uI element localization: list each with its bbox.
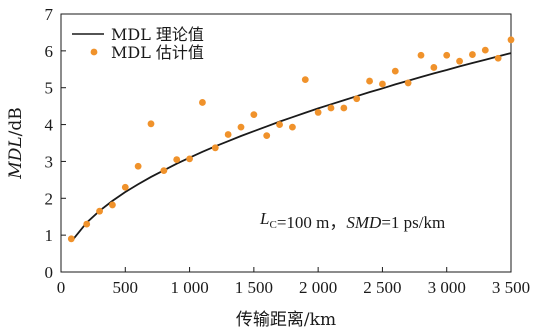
x-tick-label: 1 000 — [170, 278, 208, 297]
annotation-part: L — [259, 209, 269, 228]
estimate-point — [366, 77, 373, 85]
estimate-point — [507, 36, 515, 44]
estimate-point — [199, 99, 206, 106]
estimate-point — [237, 123, 245, 131]
estimate-point — [340, 104, 348, 112]
x-tick-label: 2 000 — [299, 278, 337, 297]
estimate-point — [173, 156, 181, 163]
plot-border — [60, 13, 512, 273]
estimate-point — [379, 80, 386, 88]
theory-line — [73, 52, 512, 240]
y-axis-label: MDL/dB — [6, 107, 26, 179]
estimate-point — [314, 109, 322, 116]
x-tick-label: 3 000 — [428, 278, 466, 297]
estimate-point — [301, 76, 309, 84]
estimate-point — [109, 201, 116, 209]
x-tick-label: 1 500 — [235, 278, 273, 297]
estimate-point — [160, 167, 168, 175]
estimate-point — [250, 111, 258, 119]
y-tick-label: 1 — [45, 226, 54, 245]
y-tick-label: 2 — [45, 189, 54, 208]
estimate-point — [481, 46, 489, 54]
estimate-point — [186, 155, 193, 163]
parameter-annotation: LC=100 m，SMD=1 ps/km — [259, 209, 445, 232]
y-tick-label: 5 — [45, 79, 54, 98]
estimate-point — [134, 162, 142, 170]
x-tick-label: 3 500 — [492, 278, 530, 297]
legend-dot-swatch — [90, 48, 98, 56]
estimate-point — [147, 120, 155, 128]
x-axis-label: 传输距离/km — [236, 310, 336, 330]
y-tick-label: 6 — [45, 42, 54, 61]
estimate-point — [276, 121, 283, 128]
estimate-point — [327, 104, 335, 112]
x-tick-label: 500 — [113, 278, 139, 297]
estimate-point — [494, 54, 502, 62]
legend-label-estimate: MDL 估计值 — [111, 43, 204, 62]
estimate-point — [443, 51, 451, 59]
annotation-part: SMD — [346, 213, 382, 232]
annotation-part: C — [269, 219, 276, 231]
estimate-point — [211, 144, 219, 152]
y-tick-label: 7 — [45, 5, 54, 24]
estimate-point — [469, 51, 476, 58]
annotation-part: =100 m， — [277, 213, 347, 232]
estimate-point — [289, 123, 296, 131]
y-axis-label-symbol: MDL — [6, 136, 26, 179]
x-tick-label: 2 500 — [363, 278, 401, 297]
x-axis-ticks: 0 500 1 000 1 500 2 000 2 500 3 000 3 500 — [57, 267, 530, 297]
theory-curve — [73, 52, 512, 240]
estimate-point — [121, 183, 129, 191]
y-axis-ticks: 0 1 2 3 4 5 6 7 — [45, 5, 66, 282]
estimate-point — [456, 57, 463, 65]
x-tick-label: 0 — [57, 278, 66, 297]
estimate-point — [391, 67, 399, 75]
y-tick-label: 3 — [45, 152, 54, 171]
estimate-point — [404, 79, 412, 87]
estimate-point — [430, 64, 438, 71]
legend: MDL 理论值 MDL 估计值 — [72, 25, 204, 62]
y-tick-label: 0 — [45, 263, 54, 282]
estimate-point — [96, 207, 103, 215]
estimate-point — [353, 95, 361, 103]
estimate-points — [67, 36, 515, 243]
plot-frame — [60, 13, 512, 273]
legend-label-theory: MDL 理论值 — [111, 25, 204, 44]
estimate-point — [417, 51, 425, 59]
annotation-part: =1 ps/km — [381, 213, 445, 232]
y-tick-label: 4 — [45, 116, 54, 135]
estimate-point — [83, 220, 91, 228]
y-axis-label-unit: /dB — [6, 107, 26, 136]
estimate-point — [224, 131, 232, 138]
estimate-point — [263, 132, 271, 140]
estimate-point — [67, 235, 75, 243]
